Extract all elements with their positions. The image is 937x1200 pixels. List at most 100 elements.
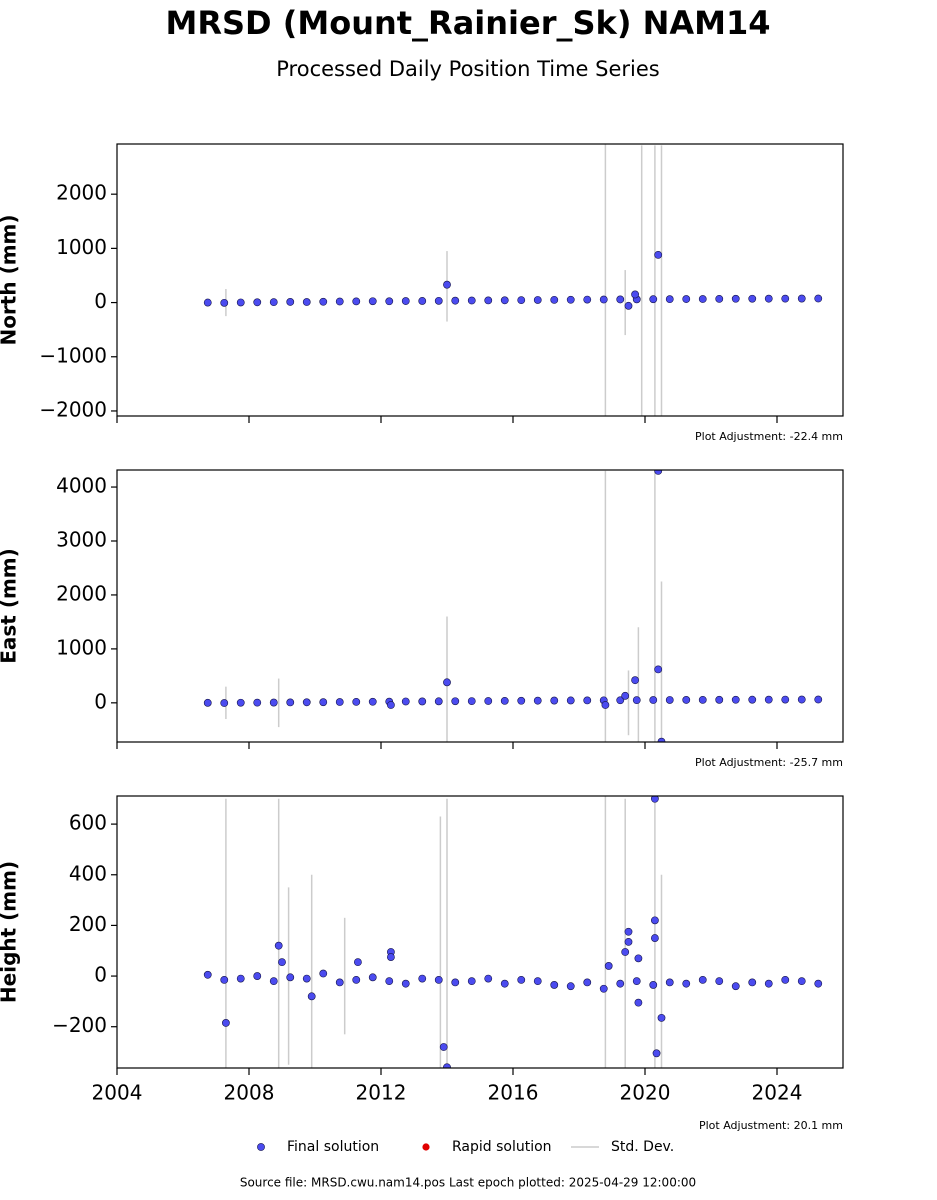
final-point [748,695,757,704]
final-point [651,796,659,803]
final-point [220,298,229,307]
final-point [401,697,410,706]
final-point [583,295,592,304]
final-point [352,697,361,706]
final-point [418,697,427,706]
final-point [221,1019,230,1027]
final-point [621,691,630,700]
final-point [583,696,592,705]
final-point [269,977,278,986]
final-point [319,297,328,306]
y-tick-label: 1000 [56,635,107,659]
final-point [601,701,610,709]
final-point [335,297,344,306]
final-point [236,974,245,983]
final-point [797,977,806,986]
final-point [443,1063,451,1068]
x-tick-label: 2016 [488,1081,539,1105]
final-point [467,296,476,305]
final-point [781,294,790,303]
final-point [649,696,658,704]
final-point [443,280,451,289]
final-point [236,298,245,307]
final-point [253,698,262,707]
final-point [385,977,394,986]
final-point [220,699,229,707]
final-point [632,977,641,986]
final-point [368,297,377,306]
legend-marker [422,1143,430,1151]
x-tick-label: 2004 [92,1081,143,1105]
final-point [797,695,806,704]
final-point [654,665,663,674]
final-point [634,954,643,963]
y-tick-label: 2000 [56,181,107,205]
title: MRSD (Mount_Rainier_Sk) NAM14 [166,4,771,42]
y-axis-label: East (mm) [0,548,21,664]
final-point [500,696,509,705]
final-point [764,979,773,988]
y-tick-label: 4000 [56,474,107,498]
final-point [533,296,542,304]
final-point [682,696,691,704]
final-point [682,979,691,988]
final-point [731,294,740,303]
subtitle: Processed Daily Position Time Series [276,57,660,81]
final-point [401,979,410,988]
final-point [814,294,823,303]
final-point [236,698,245,707]
y-tick-label: 0 [94,289,107,313]
y-axis-label: Height (mm) [0,861,21,1003]
final-point [682,295,691,303]
final-point [715,977,724,986]
final-point [566,295,575,304]
final-point [634,998,643,1007]
final-point [253,972,262,980]
y-tick-label: 1000 [56,235,107,259]
final-point [665,978,674,987]
final-point [632,696,641,705]
annotation: Plot Adjustment: 20.1 mm [699,1119,843,1132]
final-point [797,294,806,303]
final-point [624,301,633,310]
final-point [203,698,212,707]
final-point [434,975,443,984]
final-point [715,294,724,303]
final-point [368,697,377,706]
final-point [451,296,460,305]
plot-area [203,470,823,742]
final-point [286,698,295,707]
y-tick-label: 2000 [56,581,107,605]
final-point [533,696,542,705]
final-point [385,297,394,306]
final-point [278,958,286,967]
final-point [616,979,625,988]
final-point [731,982,740,991]
final-point [286,973,295,982]
plot-area [203,796,823,1068]
final-point [500,979,509,988]
final-point [698,975,707,984]
final-point [599,984,608,993]
final-point [253,298,262,307]
y-tick-label: −200 [52,1013,107,1037]
final-point [566,982,575,991]
final-point [467,977,476,986]
final-point [624,937,633,946]
final-point [302,298,311,306]
final-point [401,297,410,305]
final-point [319,969,328,978]
axes-frame [116,795,844,1069]
final-point [698,295,707,303]
final-point [748,978,757,987]
final-point [566,696,575,705]
final-point [451,697,460,706]
final-point [335,978,344,987]
legend-label: Rapid solution [452,1139,552,1155]
final-point [386,701,395,709]
final-point [550,295,559,304]
y-tick-label: 3000 [56,527,107,551]
final-point [335,698,344,706]
x-tick-label: 2020 [620,1081,671,1105]
